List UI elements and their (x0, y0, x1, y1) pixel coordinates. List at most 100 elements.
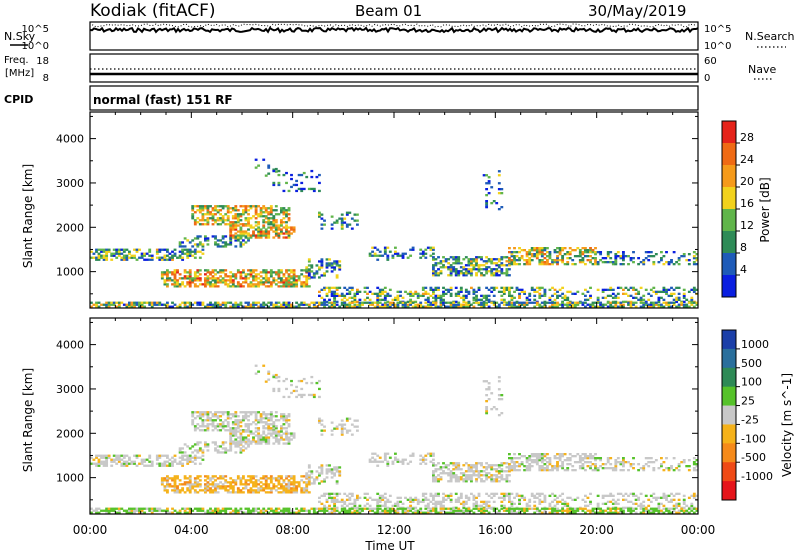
power-cell (454, 270, 458, 273)
power-cell (166, 285, 169, 288)
power-cell (515, 301, 519, 304)
velocity-cell (596, 469, 600, 472)
power-cell (675, 300, 679, 303)
power-cell (112, 301, 116, 304)
power-cell (330, 301, 334, 304)
power-cell (356, 219, 359, 222)
power-cell (429, 303, 433, 306)
power-cell (272, 281, 276, 284)
power-cell (606, 294, 610, 297)
velocity-cell (269, 423, 273, 426)
power-cell (421, 254, 425, 257)
velocity-cell (259, 419, 263, 422)
power-cell (193, 223, 197, 226)
velocity-cell (462, 478, 466, 481)
power-cell (214, 213, 217, 216)
velocity-cell (274, 485, 278, 488)
velocity-cell (290, 481, 293, 484)
power-cell (264, 269, 268, 272)
power-cell (242, 243, 245, 246)
power-cell (523, 303, 527, 306)
power-cell (467, 258, 471, 261)
velocity-cell (535, 455, 539, 458)
power-cell (411, 305, 415, 308)
velocity-cell (221, 485, 225, 488)
power-cell (677, 298, 681, 301)
power-cell (500, 268, 504, 271)
power-cell (196, 277, 200, 280)
power-cell (581, 257, 585, 260)
velocity-cell (196, 423, 200, 426)
power-cell (239, 234, 243, 237)
power-cell (236, 269, 240, 272)
power-cell (386, 246, 390, 249)
power-cell (556, 259, 559, 262)
velocity-cell (254, 423, 258, 426)
power-cell (432, 264, 435, 267)
power-cell (457, 270, 461, 273)
power-cell (310, 276, 314, 279)
velocity-cell (285, 430, 288, 433)
velocity-cell (244, 479, 248, 482)
power-cell (447, 301, 451, 304)
power-cell (647, 255, 651, 258)
power-cell (464, 305, 468, 308)
power-cell (125, 256, 129, 259)
power-cell (125, 254, 129, 257)
velocity-cell (257, 479, 261, 482)
velocity-cell (290, 509, 293, 512)
power-cell (287, 281, 291, 284)
power-cell (186, 283, 190, 286)
power-cell (561, 301, 565, 304)
power-cell (644, 303, 648, 306)
velocity-cell (508, 465, 511, 468)
power-cell (201, 252, 205, 255)
power-cell (318, 294, 321, 297)
power-cell (290, 228, 293, 231)
power-cell (462, 300, 466, 303)
velocity-cell (330, 470, 334, 473)
velocity-cell (672, 498, 676, 501)
power-cell (231, 226, 235, 229)
power-cell (234, 277, 238, 280)
power-cell (204, 269, 207, 272)
power-cell (325, 292, 329, 295)
velocity-cell (264, 491, 268, 494)
power-cell (378, 290, 382, 293)
velocity-cell (330, 421, 334, 424)
power-cell (140, 256, 144, 259)
power-cell (378, 254, 382, 257)
power-cell (264, 275, 268, 278)
power-cell (307, 187, 311, 191)
velocity-cell (193, 481, 197, 484)
power-cell (429, 246, 433, 249)
power-cell (432, 246, 435, 249)
velocity-cell (160, 479, 164, 482)
power-cell (206, 217, 210, 220)
velocity-cell (274, 427, 278, 430)
velocity-cell (224, 487, 228, 490)
power-cell (305, 279, 309, 282)
power-cell (492, 262, 496, 265)
power-cell (216, 277, 220, 280)
velocity-cell (302, 509, 306, 512)
velocity-cell (206, 445, 210, 448)
power-cell (160, 271, 164, 274)
power-cell (561, 259, 565, 262)
power-cell (619, 257, 623, 260)
velocity-cell (107, 454, 111, 457)
velocity-cell (383, 458, 387, 461)
power-cell (277, 169, 281, 173)
velocity-cell (381, 496, 385, 499)
power-cell (272, 271, 276, 274)
velocity-cell (609, 492, 613, 495)
power-cell (495, 305, 499, 308)
velocity-cell (388, 494, 392, 497)
power-cell (150, 303, 154, 306)
power-cell (122, 248, 126, 251)
power-cell (589, 251, 592, 254)
power-cell (198, 219, 202, 222)
power-cell (487, 288, 491, 291)
velocity-cell (274, 425, 278, 428)
velocity-cell (186, 460, 190, 463)
